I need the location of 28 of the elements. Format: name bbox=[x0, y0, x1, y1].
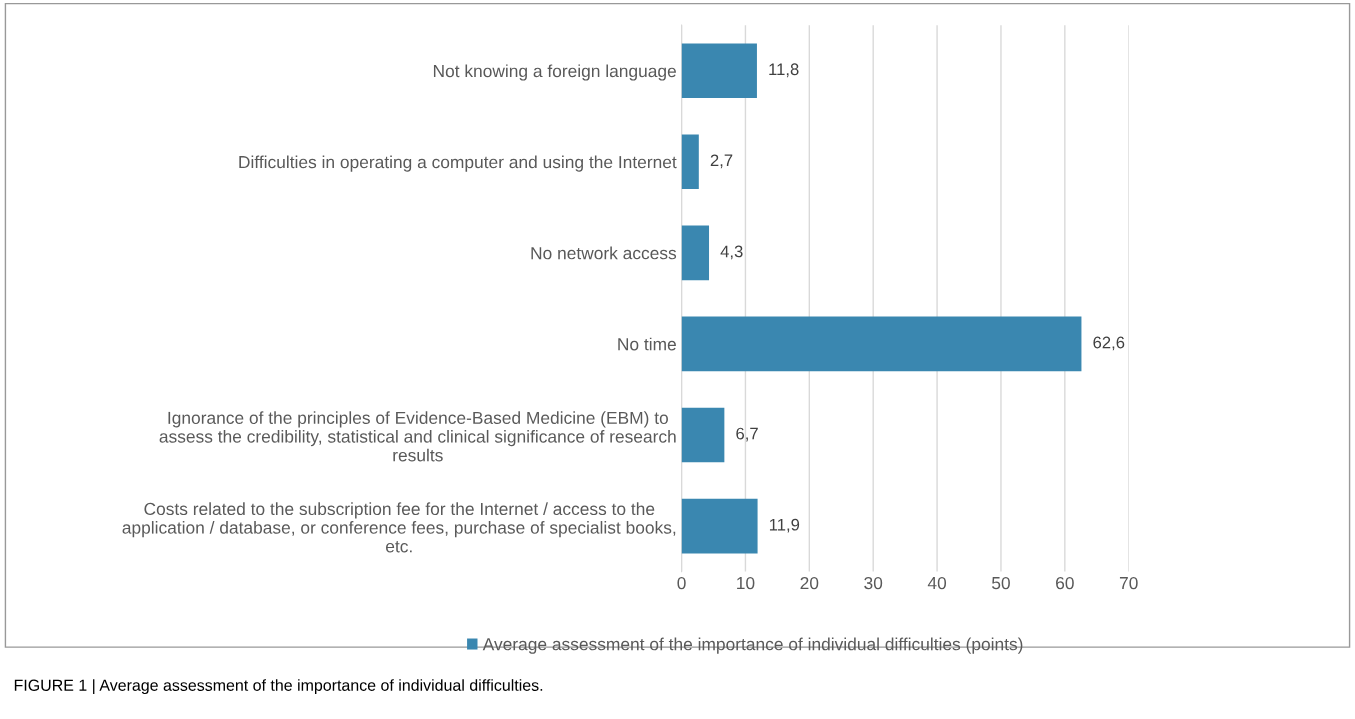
x-tick-label: 60 bbox=[1056, 576, 1074, 590]
data-label: 6,7 bbox=[736, 427, 758, 442]
legend-label: Average assessment of the importance of individual difficulties (points) bbox=[482, 637, 1023, 654]
data-label: 11,9 bbox=[769, 518, 800, 533]
data-label: 2,7 bbox=[710, 154, 733, 169]
y-tick-label: No time bbox=[618, 337, 676, 351]
bar bbox=[681, 225, 710, 281]
x-tick-label: 10 bbox=[737, 576, 755, 590]
y-tick-label: No network access bbox=[531, 246, 677, 260]
x-tick-label: 50 bbox=[992, 576, 1010, 590]
bar bbox=[681, 43, 757, 99]
x-tick-label: 40 bbox=[927, 576, 947, 590]
data-label: 4,3 bbox=[720, 245, 743, 260]
y-tick-label: Costs related to the subscription fee for the Internet / access to the application / database, or conference fees, purchase of specialist books, etc. bbox=[122, 502, 676, 553]
data-label: 62,6 bbox=[1093, 336, 1125, 351]
data-label: 11,8 bbox=[769, 63, 799, 78]
y-tick-label: Difficulties in operating a computer and using the Internet bbox=[239, 155, 677, 172]
caption: FIGURE 1 | Average assessment of the importance of individual difficulties. bbox=[14, 679, 543, 695]
y-tick-label: Not knowing a foreign language bbox=[433, 64, 676, 81]
x-tick-label: 20 bbox=[800, 576, 819, 590]
bar bbox=[681, 498, 758, 554]
bar bbox=[681, 407, 725, 463]
x-tick-label: 30 bbox=[864, 576, 883, 590]
x-tick-label: 70 bbox=[1119, 576, 1138, 590]
x-tick-label: 0 bbox=[677, 576, 686, 590]
bar bbox=[681, 134, 699, 190]
y-tick-label: Ignorance of the principles of Evidence-Based Medicine (EBM) to assess the credibility, statistical and clinical significance of research results bbox=[159, 411, 676, 462]
bar bbox=[681, 316, 1082, 372]
